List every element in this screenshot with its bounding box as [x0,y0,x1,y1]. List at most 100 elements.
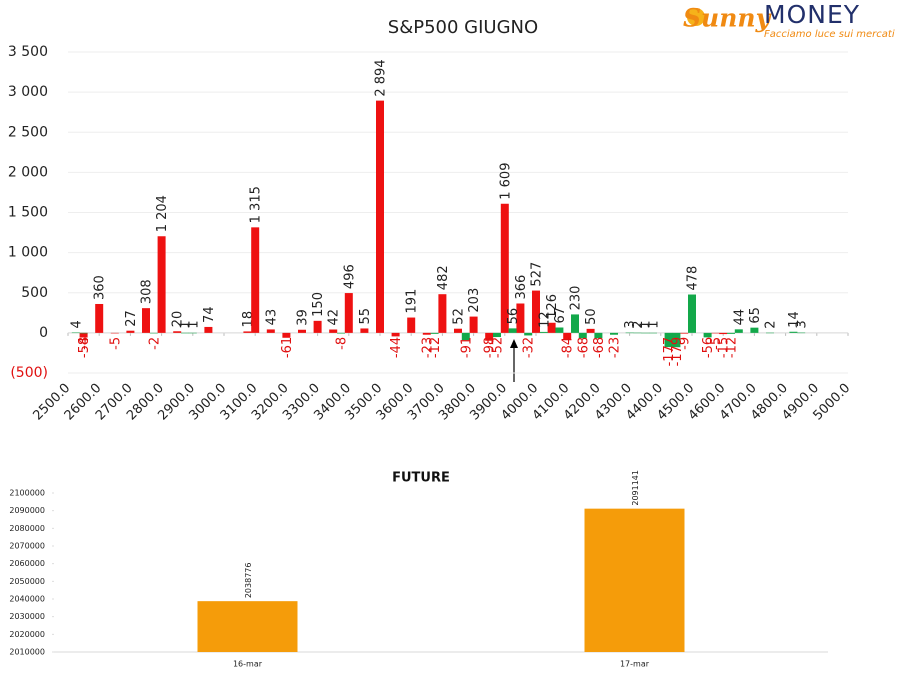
bar [516,303,525,333]
data-label: -61 [280,337,295,358]
data-label: 230 [569,286,584,311]
bar [532,290,540,333]
bar [664,332,673,348]
bar [703,332,712,338]
bar [633,332,642,334]
x-tick-label: 17-mar [620,660,650,669]
y-tick-label: 2050000 [9,577,45,586]
data-label: 1 609 [498,163,513,200]
data-label: -179 [670,337,685,367]
bar [493,332,501,338]
bar [485,332,494,341]
data-label: -98 [483,337,498,358]
bar [181,332,189,334]
bar [344,293,353,333]
y-tick-label: 2 000 [8,164,48,180]
data-label: 1 204 [155,195,170,232]
bar [539,331,548,333]
data-label: 203 [467,288,482,313]
data-label: 1 [647,321,662,329]
data-label: 126 [545,294,560,319]
data-label: 482 [436,265,451,290]
bar [266,329,275,333]
y-tick-label: 2030000 [9,612,45,621]
data-label: 12 [537,311,552,328]
bar [173,331,182,333]
data-label: 360 [93,275,108,300]
bar [188,332,197,334]
data-label: 2 [631,320,646,328]
bar [672,332,681,348]
chart-title: S&P500 GIUGNO [388,17,538,38]
data-label: -44 [389,337,404,358]
bar [766,332,774,334]
chart-title: FUTURE [392,471,450,486]
data-label: -56 [701,337,716,358]
bar [391,332,400,337]
bar [789,331,798,333]
data-label: -5 [709,337,724,350]
bar [586,328,595,333]
bar [71,332,80,334]
logo-name: MONEY [764,0,860,29]
y-tick-label: 2090000 [9,506,45,515]
bar [157,236,166,333]
bar [649,332,657,334]
bar [508,328,517,333]
logo-tagline: Facciamo luce sui mercati [764,29,895,40]
y-tick-label: 2080000 [9,524,45,533]
data-label: 43 [264,309,279,326]
data-label: 14 [787,311,802,328]
bar [547,322,556,333]
arrow [510,339,518,382]
data-label: -32 [522,337,537,358]
x-tick-label: 16-mar [233,660,263,669]
bar [149,332,158,334]
data-label: 42 [327,309,342,326]
data-label: 1 [639,321,654,329]
data-label: 150 [311,292,326,317]
y-tick-label: 2100000 [9,489,45,498]
data-label: 67 [553,307,568,324]
data-label: -23 [608,337,623,358]
bar [438,294,447,333]
logo-sun [687,8,705,26]
bar [625,332,634,334]
bar [337,332,345,334]
y-tick-label: 3 500 [8,44,48,60]
y-tick-label: 1 000 [8,245,48,261]
data-label: -68 [592,337,607,358]
bar [641,332,650,334]
data-label: -91 [459,337,474,358]
bar [688,294,696,333]
bar [204,326,213,333]
data-label: 366 [514,275,529,300]
data-label: 527 [530,262,545,287]
bar [313,320,322,333]
bar [360,328,369,333]
data-label: 55 [358,308,373,325]
bar [571,314,579,333]
data-label: -2 [147,337,162,350]
data-label: 39 [296,309,311,326]
bar [797,332,806,334]
bar [142,308,150,333]
bar [469,316,478,333]
bar [298,329,306,333]
data-label: 2 894 [374,59,389,96]
bar [376,100,384,333]
bar [422,332,431,335]
bar [454,328,462,333]
bar [734,329,743,333]
bar [126,330,135,333]
data-label: 1 315 [249,186,264,223]
bar [461,332,470,341]
y-tick-label: (500) [10,365,48,381]
data-label: 65 [748,307,763,324]
data-label: 4 [69,320,84,328]
bar [711,332,720,334]
bar [727,332,735,334]
data-label: -52 [491,337,506,358]
data-label: 3 [795,320,810,328]
